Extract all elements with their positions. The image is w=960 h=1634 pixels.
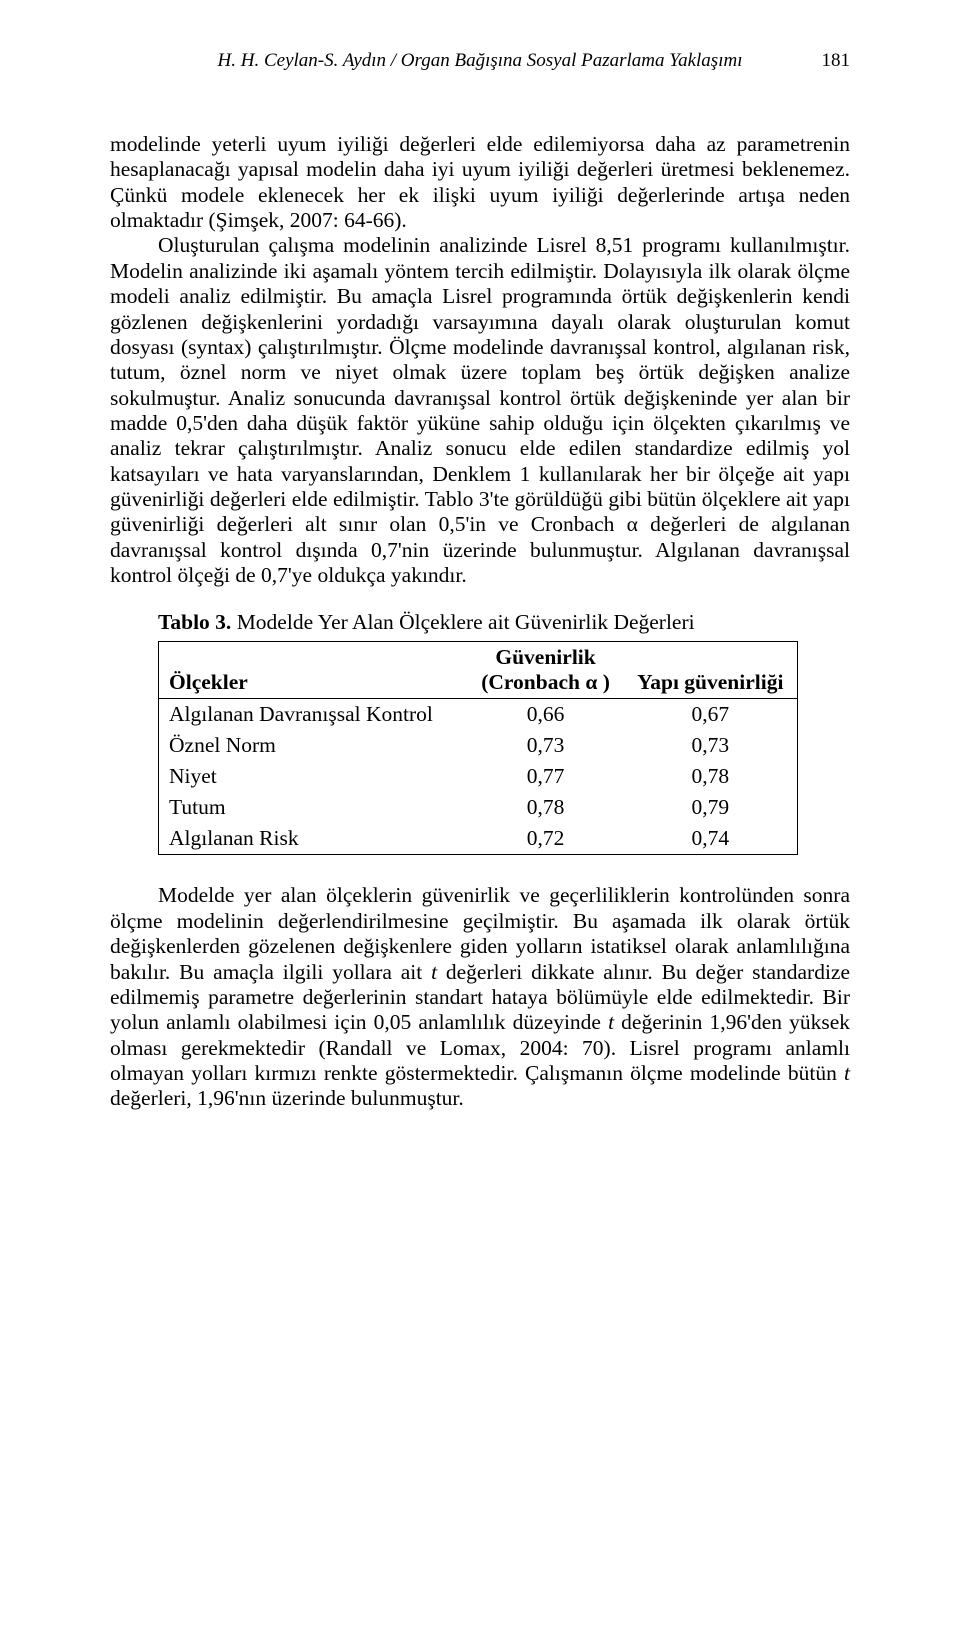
table-cell-label: Niyet — [159, 761, 468, 792]
table-row: Niyet 0,77 0,78 — [159, 761, 798, 792]
table-row: Algılanan Davranışsal Kontrol 0,66 0,67 — [159, 699, 798, 731]
table-cell-yapi: 0,74 — [624, 823, 798, 855]
table-cell-yapi: 0,79 — [624, 792, 798, 823]
spacer — [110, 855, 850, 883]
page-number: 181 — [822, 50, 851, 72]
italic-t-3: t — [844, 1061, 850, 1085]
table-cell-cronbach: 0,78 — [468, 792, 624, 823]
table-header-yapi: Yapı güvenirliği — [624, 642, 798, 699]
table-header-olcekler: Ölçekler — [159, 642, 468, 699]
table-cell-cronbach: 0,66 — [468, 699, 624, 731]
table-header-guvenirlik: Güvenirlik (Cronbach α ) — [468, 642, 624, 699]
table-cell-yapi: 0,67 — [624, 699, 798, 731]
table-caption-rest: Modelde Yer Alan Ölçeklere ait Güvenirli… — [231, 610, 694, 634]
running-title: H. H. Ceylan-S. Aydın / Organ Bağışına S… — [218, 50, 743, 72]
table-cell-yapi: 0,78 — [624, 761, 798, 792]
table-cell-label: Algılanan Davranışsal Kontrol — [159, 699, 468, 731]
table-cell-cronbach: 0,72 — [468, 823, 624, 855]
paragraph-2-text: Oluşturulan çalışma modelinin analizinde… — [110, 233, 850, 587]
table-cell-cronbach: 0,73 — [468, 730, 624, 761]
paragraph-1-text: modelinde yeterli uyum iyiliği değerleri… — [110, 132, 850, 232]
paragraph-3: Modelde yer alan ölçeklerin güvenirlik v… — [110, 883, 850, 1111]
reliability-table: Ölçekler Güvenirlik (Cronbach α ) Yapı g… — [158, 641, 798, 855]
table-header-guvenirlik-line1: Güvenirlik — [495, 645, 595, 669]
table-row: Algılanan Risk 0,72 0,74 — [159, 823, 798, 855]
table-cell-label: Algılanan Risk — [159, 823, 468, 855]
page-container: H. H. Ceylan-S. Aydın / Organ Bağışına S… — [0, 0, 960, 1634]
running-header: H. H. Ceylan-S. Aydın / Organ Bağışına S… — [110, 50, 850, 72]
table-cell-cronbach: 0,77 — [468, 761, 624, 792]
table-caption: Tablo 3. Modelde Yer Alan Ölçeklere ait … — [158, 610, 850, 635]
table-header-guvenirlik-line2: (Cronbach α ) — [481, 670, 610, 694]
table-caption-bold: Tablo 3. — [158, 610, 231, 634]
paragraph-2: Oluşturulan çalışma modelinin analizinde… — [110, 233, 850, 588]
paragraph-3-part-d: değerleri, 1,96'nın üzerinde bulunmuştur… — [110, 1086, 464, 1110]
table-header-row: Ölçekler Güvenirlik (Cronbach α ) Yapı g… — [159, 642, 798, 699]
table-row: Öznel Norm 0,73 0,73 — [159, 730, 798, 761]
table-row: Tutum 0,78 0,79 — [159, 792, 798, 823]
table-cell-label: Tutum — [159, 792, 468, 823]
table-cell-label: Öznel Norm — [159, 730, 468, 761]
paragraph-1: modelinde yeterli uyum iyiliği değerleri… — [110, 132, 850, 233]
table-cell-yapi: 0,73 — [624, 730, 798, 761]
